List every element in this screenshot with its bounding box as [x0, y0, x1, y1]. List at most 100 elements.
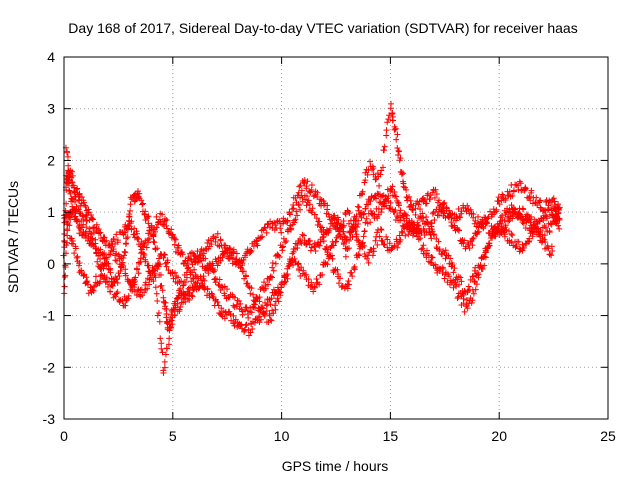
data-point: [440, 265, 447, 272]
data-point: [466, 300, 473, 307]
data-point: [449, 261, 456, 268]
data-point: [78, 194, 85, 201]
data-point: [448, 215, 455, 222]
data-point: [463, 301, 470, 308]
data-point: [374, 190, 381, 197]
data-point: [521, 244, 528, 251]
data-point: [232, 256, 239, 263]
data-point: [418, 246, 425, 253]
data-point: [122, 302, 129, 309]
data-point: [224, 249, 231, 256]
data-point: [394, 131, 401, 138]
data-point: [238, 257, 245, 264]
data-point: [314, 193, 321, 200]
data-point: [441, 275, 448, 282]
data-point: [309, 205, 316, 212]
data-point: [556, 216, 563, 223]
data-point: [398, 171, 405, 178]
data-point: [556, 204, 563, 211]
data-point: [204, 239, 211, 246]
data-point: [268, 295, 275, 302]
data-point: [263, 229, 270, 236]
data-point: [237, 300, 244, 307]
data-point: [446, 273, 453, 280]
data-point: [167, 324, 174, 331]
data-point: [551, 198, 558, 205]
data-point: [283, 238, 290, 245]
data-point: [539, 235, 546, 242]
data-point: [356, 252, 363, 259]
data-point: [214, 262, 221, 269]
data-point: [294, 241, 301, 248]
data-point: [255, 314, 262, 321]
data-point: [76, 208, 83, 215]
data-point: [123, 296, 130, 303]
data-point: [269, 307, 276, 314]
data-point: [340, 241, 347, 248]
data-point: [432, 261, 439, 268]
data-point: [317, 196, 324, 203]
data-point: [384, 236, 391, 243]
data-point: [233, 301, 240, 308]
chart-title: Day 168 of 2017, Sidereal Day-to-day VTE…: [68, 20, 577, 36]
data-point: [80, 272, 87, 279]
data-point: [113, 275, 120, 282]
data-point: [189, 293, 196, 300]
data-point: [378, 237, 385, 244]
data-point: [393, 193, 400, 200]
data-point: [157, 335, 164, 342]
data-point: [353, 233, 360, 240]
data-point: [288, 258, 295, 265]
data-point: [160, 254, 167, 261]
data-point: [394, 144, 401, 151]
data-point: [496, 201, 503, 208]
data-point: [386, 205, 393, 212]
data-point: [152, 246, 159, 253]
data-point: [256, 313, 263, 320]
data-point: [244, 280, 251, 287]
data-point: [311, 244, 318, 251]
data-point: [153, 224, 160, 231]
data-point: [350, 265, 357, 272]
data-point: [330, 215, 337, 222]
data-point: [123, 235, 130, 242]
data-point: [250, 291, 257, 298]
data-point: [395, 151, 402, 158]
data-point: [214, 230, 221, 237]
data-point: [66, 187, 73, 194]
data-point: [180, 282, 187, 289]
data-point: [298, 187, 305, 194]
data-point: [303, 202, 310, 209]
data-point: [127, 207, 134, 214]
data-point: [134, 230, 141, 237]
data-point: [114, 237, 121, 244]
data-point: [169, 269, 176, 276]
data-point: [345, 277, 352, 284]
data-point: [259, 233, 266, 240]
data-point: [517, 180, 524, 187]
data-point: [335, 216, 342, 223]
data-point: [470, 273, 477, 280]
data-point: [556, 225, 563, 232]
data-point: [163, 216, 170, 223]
data-point: [65, 169, 72, 176]
data-point: [381, 143, 388, 150]
data-point: [400, 180, 407, 187]
data-point: [394, 244, 401, 251]
data-point: [548, 252, 555, 259]
data-point: [164, 345, 171, 352]
data-point: [431, 194, 438, 201]
data-point: [454, 295, 461, 302]
data-point: [435, 197, 442, 204]
data-point: [145, 230, 152, 237]
data-point: [383, 233, 390, 240]
data-series-sdtvar: [60, 100, 563, 376]
data-point: [307, 189, 314, 196]
data-point: [262, 225, 269, 232]
data-point: [455, 206, 462, 213]
data-point: [86, 225, 93, 232]
data-point: [156, 216, 163, 223]
data-point: [154, 312, 161, 319]
data-point: [124, 234, 131, 241]
data-point: [137, 243, 144, 250]
